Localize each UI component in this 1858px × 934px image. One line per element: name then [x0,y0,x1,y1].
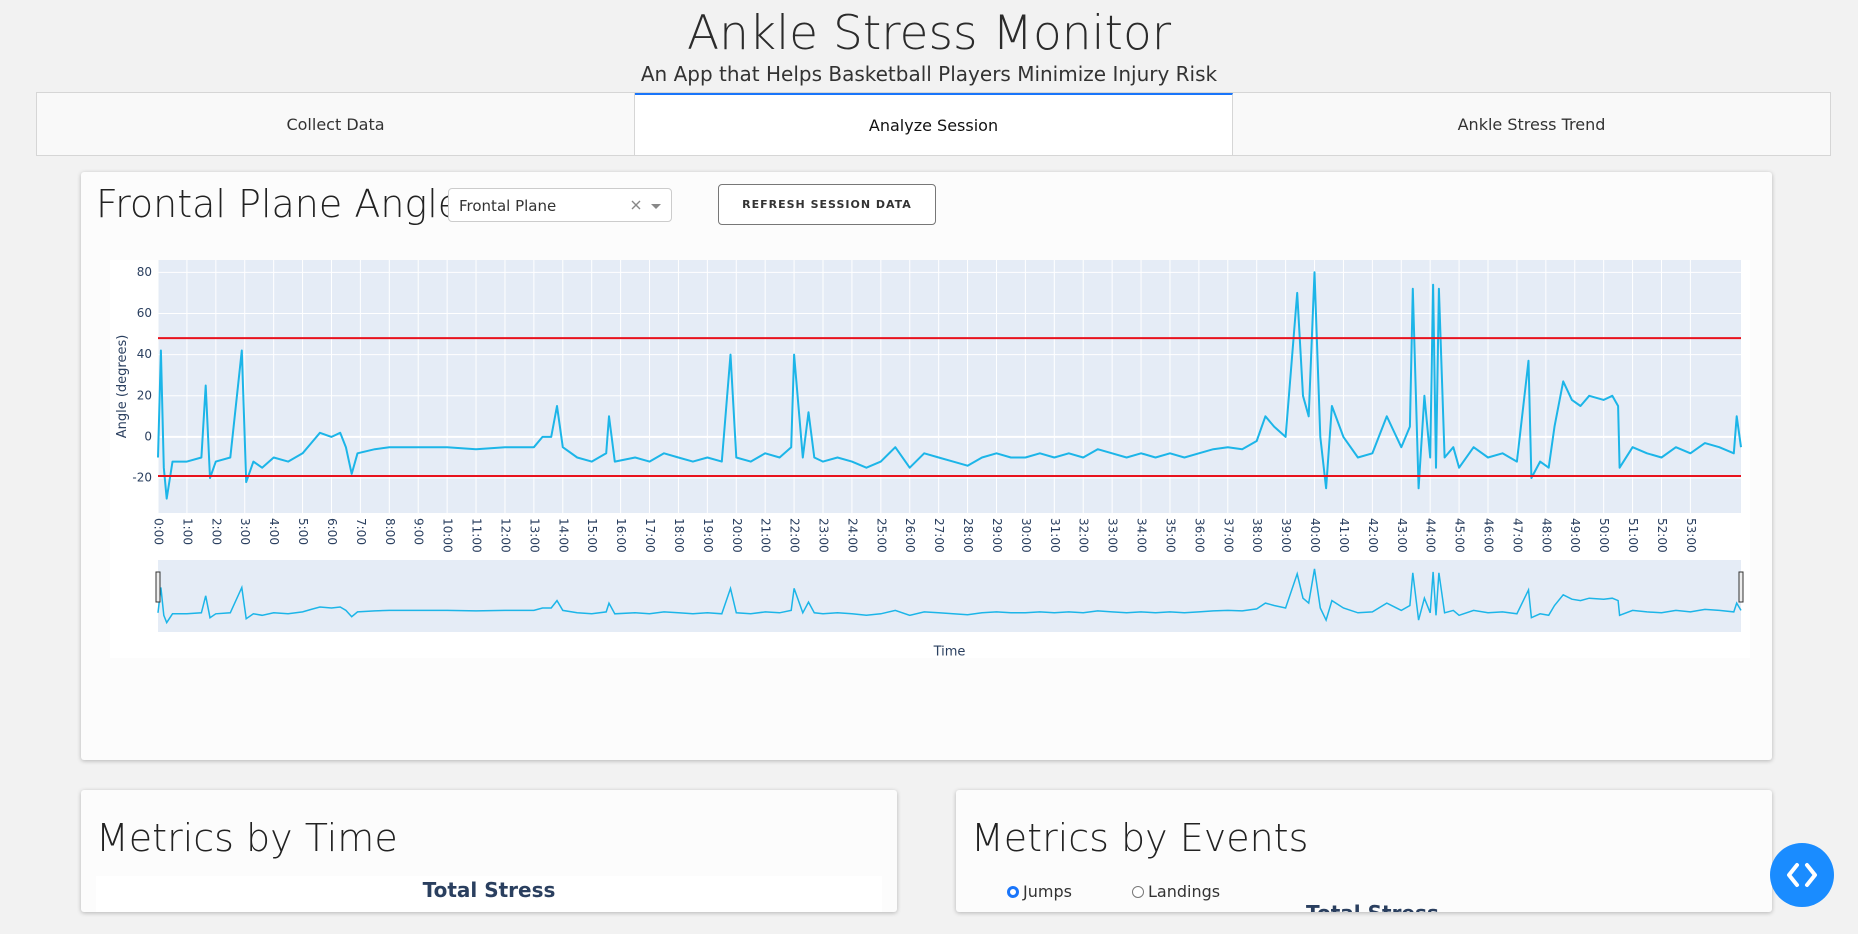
x-tick-label: 26:00 [903,518,917,553]
radio-option[interactable]: Landings [1132,882,1220,901]
angle-chart: 0:00 1:00 2:00 3:00 4:00 5:00 6:00 7:00 8:00 9:00… [110,260,1750,660]
dropdown-icons [631,200,661,210]
x-tick-label: 17:00 [643,518,657,553]
refresh-button[interactable]: REFRESH SESSION DATA [718,184,936,225]
x-tick-label: 47:00 [1510,518,1524,553]
radio-circle [1007,885,1019,898]
app-title: Ankle Stress Monitor [686,6,1172,61]
x-tick-label: 40:00 [1308,518,1322,553]
x-tick-label: 6:00 [325,518,339,545]
slider-handle [155,571,161,603]
tab[interactable]: Collect Data [37,93,635,155]
metrics-events-panel: Metrics by Events Jumps Landings Total S… [956,790,1772,912]
plot-area [158,260,1741,513]
x-tick-label: 9:00 [412,518,426,545]
x-tick-label: 25:00 [874,518,888,553]
tab-bar: Collect Data Analyze Session Ankle Stres… [36,92,1831,156]
x-tick-label: 12:00 [498,518,512,553]
y-tick-label: -20 [132,471,152,485]
panel-title: Metrics by Time [96,816,398,860]
angle-line [157,271,1742,500]
x-tick-label: 49:00 [1568,518,1582,553]
x-tick-label: 33:00 [1106,518,1120,553]
x-tick-label: 41:00 [1337,518,1351,553]
x-tick-label: 10:00 [441,518,455,553]
x-tick-label: 3:00 [238,518,252,545]
radio-option[interactable]: Jumps [1007,882,1072,901]
frontal-panel: Frontal Plane Angle Frontal Plane REFRES… [81,172,1772,760]
y-axis-label: Angle (degrees) [115,335,130,439]
x-tick-label: 38:00 [1250,518,1264,553]
x-tick-label: 20:00 [730,518,744,553]
x-tick-label: 11:00 [470,518,484,553]
tab[interactable]: Analyze Session [635,93,1233,155]
x-tick-label: 53:00 [1684,518,1698,553]
x-axis-label: Time [933,645,966,660]
x-tick-label: 52:00 [1655,518,1669,553]
x-tick-label: 48:00 [1539,518,1553,553]
x-tick-label: 4:00 [267,518,281,545]
x-tick-label: 15:00 [585,518,599,553]
x-tick-label: 51:00 [1626,518,1640,553]
x-tick-label: 32:00 [1077,518,1091,553]
x-tick-label: 13:00 [527,518,541,553]
x-tick-label: 29:00 [990,518,1004,553]
y-tick-label: 20 [137,388,152,402]
y-tick-label: 80 [137,265,152,279]
x-tick-label: 23:00 [817,518,831,553]
x-tick-label: 16:00 [614,518,628,553]
dropdown-value: Frontal Plane [459,197,557,215]
x-tick-label: 43:00 [1395,518,1409,553]
y-tick-label: 60 [137,306,152,320]
x-tick-label: 21:00 [759,518,773,553]
chart-area [96,876,882,912]
x-tick-label: 18:00 [672,518,686,553]
toggle-button[interactable] [1770,843,1834,907]
x-tick-label: 50:00 [1597,518,1611,553]
x-tick-label: 30:00 [1019,518,1033,553]
x-tick-label: 19:00 [701,518,715,553]
x-tick-label: 5:00 [296,518,310,545]
x-tick-label: 24:00 [845,518,859,553]
x-tick-label: 22:00 [788,518,802,553]
x-tick-label: 8:00 [383,518,397,545]
x-tick-label: 44:00 [1424,518,1438,553]
x-tick-label: 45:00 [1453,518,1467,553]
code-icon [1787,863,1817,887]
app-subtitle: An App that Helps Basketball Players Min… [640,62,1218,86]
x-tick-label: 0:00 [152,518,166,545]
x-tick-label: 39:00 [1279,518,1293,553]
panel-title: Frontal Plane Angle [96,182,462,226]
x-tick-label: 7:00 [354,518,368,545]
x-tick-label: 42:00 [1366,518,1380,553]
y-tick-label: 0 [144,429,152,443]
radio-label: Jumps [1023,882,1072,901]
x-tick-label: 36:00 [1192,518,1206,553]
radio-label: Landings [1148,882,1221,901]
chart-title: Total Stress [422,878,556,902]
y-tick-label: 40 [137,347,152,361]
x-tick-label: 46:00 [1482,518,1496,553]
x-tick-label: 1:00 [180,518,194,545]
x-tick-label: 27:00 [932,518,946,553]
radio-circle [1132,885,1144,898]
panel-title: Metrics by Events [971,816,1309,860]
chart-title: Total Stress [1306,901,1439,912]
metrics-time-panel: Metrics by Time Total Stress [81,790,897,912]
slider-line [157,568,1742,625]
x-tick-label: 31:00 [1048,518,1062,553]
x-tick-label: 28:00 [961,518,975,553]
range-slider [158,560,1741,632]
x-tick-label: 37:00 [1221,518,1235,553]
x-tick-label: 35:00 [1163,518,1177,553]
slider-handle [1738,571,1744,603]
x-tick-label: 2:00 [209,518,223,545]
x-tick-label: 34:00 [1135,518,1149,553]
x-tick-label: 14:00 [556,518,570,553]
tab[interactable]: Ankle Stress Trend [1233,93,1830,155]
plane-dropdown[interactable]: Frontal Plane [448,188,672,222]
